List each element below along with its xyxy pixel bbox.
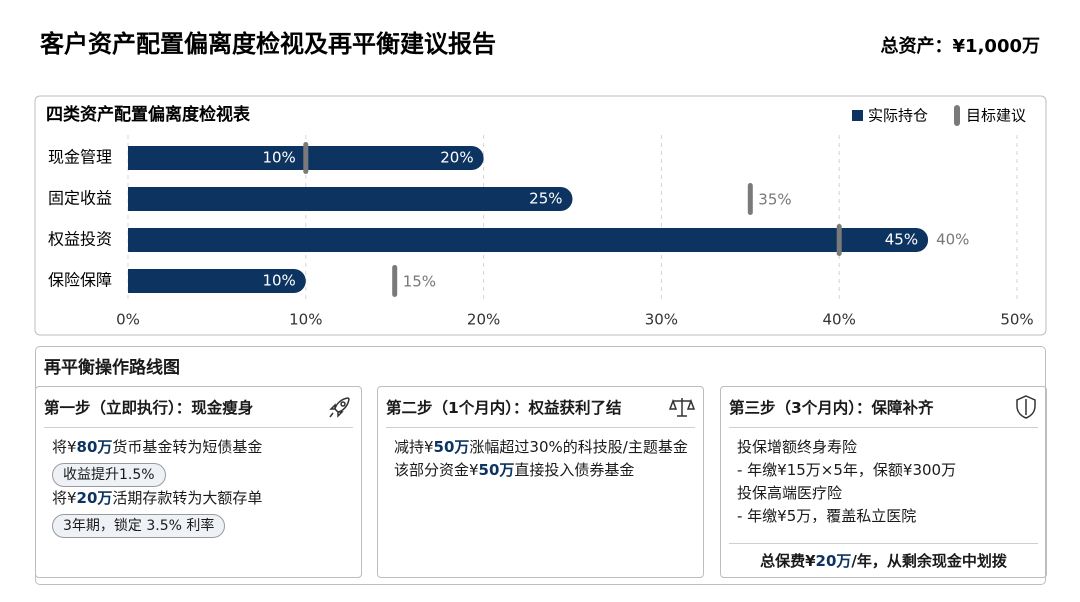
bar-value-label: 10% <box>262 272 295 290</box>
text: /年，从剩余现金中划拨 <box>851 552 1007 570</box>
rocket-icon <box>329 397 350 418</box>
bar-value-label: 20% <box>440 149 473 167</box>
step-card: 第一步（立即执行）：现金瘦身 将¥80万货币基金转为短债基金 收益提升1.5% 将¥… <box>35 386 362 578</box>
step-item: 将¥80万货币基金转为短债基金收益提升1.5% <box>52 436 347 487</box>
step-title: 第三步（3个月内）：保障补齐 <box>729 399 934 417</box>
target-label: 10% <box>262 149 295 167</box>
target-label: 15% <box>403 273 436 291</box>
step-items: 减持¥50万涨幅超过30%的科技股/主题基金 该部分资金¥50万直接投入债券基金 <box>378 428 703 482</box>
text: 总保费¥ <box>760 552 816 570</box>
step-footer: 总保费¥20万/年，从剩余现金中划拨 <box>729 543 1038 571</box>
legend-swatch <box>954 105 960 126</box>
chart-panel <box>34 95 1047 336</box>
target-label: 35% <box>758 191 791 209</box>
step-items: 将¥80万货币基金转为短债基金 收益提升1.5% 将¥20万活期存款转为大额存单 3年… <box>36 428 361 538</box>
scales-icon <box>669 398 695 417</box>
highlight: 20万 <box>815 552 852 570</box>
x-tick-label: 10% <box>289 311 322 329</box>
target-label: 40% <box>936 231 969 249</box>
highlight: 80万 <box>76 438 113 456</box>
x-tick-label: 20% <box>467 311 500 329</box>
legend-label: 实际持仓 <box>868 107 928 125</box>
total-assets: 总资产：¥1,000万 <box>881 35 1040 57</box>
highlight: 50万 <box>478 461 515 479</box>
text: 将¥ <box>52 489 77 507</box>
tag: 收益提升1.5% <box>52 463 166 487</box>
step-item: 投保高端医疗险 - 年缴¥5万，覆盖私立医院 <box>737 482 1032 528</box>
target-marker <box>392 265 398 297</box>
roadmap-title: 再平衡操作路线图 <box>44 358 180 378</box>
target-marker <box>747 183 753 215</box>
step-item: 该部分资金¥50万直接投入债券基金 <box>394 459 689 482</box>
x-tick-label: 30% <box>645 311 678 329</box>
bar-value-label: 25% <box>529 190 562 208</box>
text: 将¥ <box>52 438 77 456</box>
text: 减持¥ <box>394 438 434 456</box>
highlight: 50万 <box>433 438 470 456</box>
step-item: 减持¥50万涨幅超过30%的科技股/主题基金 <box>394 436 689 459</box>
chart: 客户资产配置偏离度检视及再平衡建议报告 总资产：¥1,000万 四类资产配置偏离… <box>34 30 1047 336</box>
category-label: 现金管理 <box>48 148 112 167</box>
x-tick-label: 40% <box>823 311 856 329</box>
step-title: 第一步（立即执行）：现金瘦身 <box>44 399 254 417</box>
step-item: 投保增额终身寿险 - 年缴¥15万×5年，保额¥300万 <box>737 436 1032 482</box>
shield-icon <box>1016 395 1036 419</box>
text: 该部分资金¥ <box>394 461 479 479</box>
target-marker <box>836 224 842 256</box>
target-marker <box>303 142 309 174</box>
text: 直接投入债券基金 <box>514 461 635 479</box>
tag: 3年期，锁定 3.5% 利率 <box>52 514 226 538</box>
legend-swatch <box>852 110 863 121</box>
step-card: 第三步（3个月内）：保障补齐 投保增额终身寿险 - 年缴¥15万×5年，保额¥30… <box>720 386 1047 578</box>
category-label: 固定收益 <box>48 189 112 208</box>
x-tick-label: 0% <box>116 311 140 329</box>
step-item: 将¥20万活期存款转为大额存单 3年期，锁定 3.5% 利率 <box>52 487 347 538</box>
bar <box>128 228 929 252</box>
sub-text: - 年缴¥15万×5年，保额¥300万 <box>737 461 957 479</box>
text: 货币基金转为短债基金 <box>112 438 263 456</box>
step-card: 第二步（1个月内）：权益获利了结 减持¥50万涨幅超过30%的科技股/主题基金该… <box>377 386 704 578</box>
category-label: 权益投资 <box>48 230 112 249</box>
legend-label: 目标建议 <box>966 107 1026 125</box>
x-tick-label: 50% <box>1000 311 1033 329</box>
bar <box>128 269 306 293</box>
step-items: 投保增额终身寿险 - 年缴¥15万×5年，保额¥300万 投保高端医疗险 - 年缴¥5… <box>721 428 1046 528</box>
bar-value-label: 45% <box>885 231 918 249</box>
text: 投保增额终身寿险 <box>737 438 858 456</box>
chart-title: 四类资产配置偏离度检视表 <box>46 104 251 125</box>
sub-text: - 年缴¥5万，覆盖私立医院 <box>737 507 917 525</box>
text: 涨幅超过30%的科技股/主题基金 <box>469 438 688 456</box>
highlight: 20万 <box>76 489 113 507</box>
text: 投保高端医疗险 <box>737 484 843 502</box>
text: 活期存款转为大额存单 <box>112 489 263 507</box>
bar <box>128 187 573 211</box>
category-label: 保险保障 <box>48 271 112 290</box>
report-title: 客户资产配置偏离度检视及再平衡建议报告 <box>40 30 496 58</box>
step-title: 第二步（1个月内）：权益获利了结 <box>386 399 622 417</box>
